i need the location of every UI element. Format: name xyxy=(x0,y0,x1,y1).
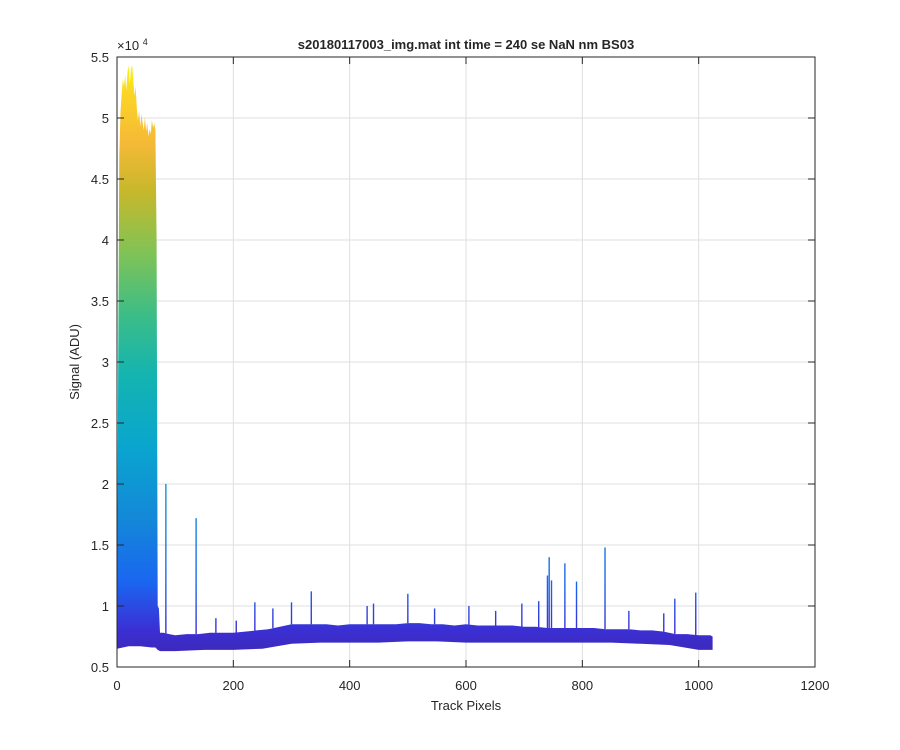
y-exponent-base: ×10 xyxy=(117,38,139,53)
axis-ticks: 0 200 400 600 800 1000 1200 0.5 1 1.5 2 2.5 3 3.5 4 4.5… xyxy=(91,50,830,693)
x-tick-label: 0 xyxy=(113,678,120,693)
y-tick-label: 5.5 xyxy=(91,50,109,65)
x-tick-label: 1000 xyxy=(684,678,713,693)
data-series xyxy=(117,65,713,652)
y-tick-label: 0.5 xyxy=(91,660,109,675)
y-exponent-label: ×10 4 xyxy=(117,37,148,53)
y-axis-label: Signal (ADU) xyxy=(67,324,82,400)
chart-title: s20180117003_img.mat int time = 240 se N… xyxy=(298,37,634,52)
y-tick-label: 3.5 xyxy=(91,294,109,309)
x-tick-label: 600 xyxy=(455,678,477,693)
y-tick-label: 4 xyxy=(102,233,109,248)
y-tick-label: 4.5 xyxy=(91,172,109,187)
y-tick-label: 2 xyxy=(102,477,109,492)
y-exponent-power: 4 xyxy=(143,37,148,47)
y-tick-label: 3 xyxy=(102,355,109,370)
y-tick-label: 5 xyxy=(102,111,109,126)
y-tick-label: 1.5 xyxy=(91,538,109,553)
x-axis-label: Track Pixels xyxy=(431,698,502,713)
y-tick-label: 2.5 xyxy=(91,416,109,431)
x-tick-label: 200 xyxy=(222,678,244,693)
y-tick-label: 1 xyxy=(102,599,109,614)
x-tick-label: 1200 xyxy=(801,678,830,693)
x-tick-label: 800 xyxy=(571,678,593,693)
x-tick-label: 400 xyxy=(339,678,361,693)
